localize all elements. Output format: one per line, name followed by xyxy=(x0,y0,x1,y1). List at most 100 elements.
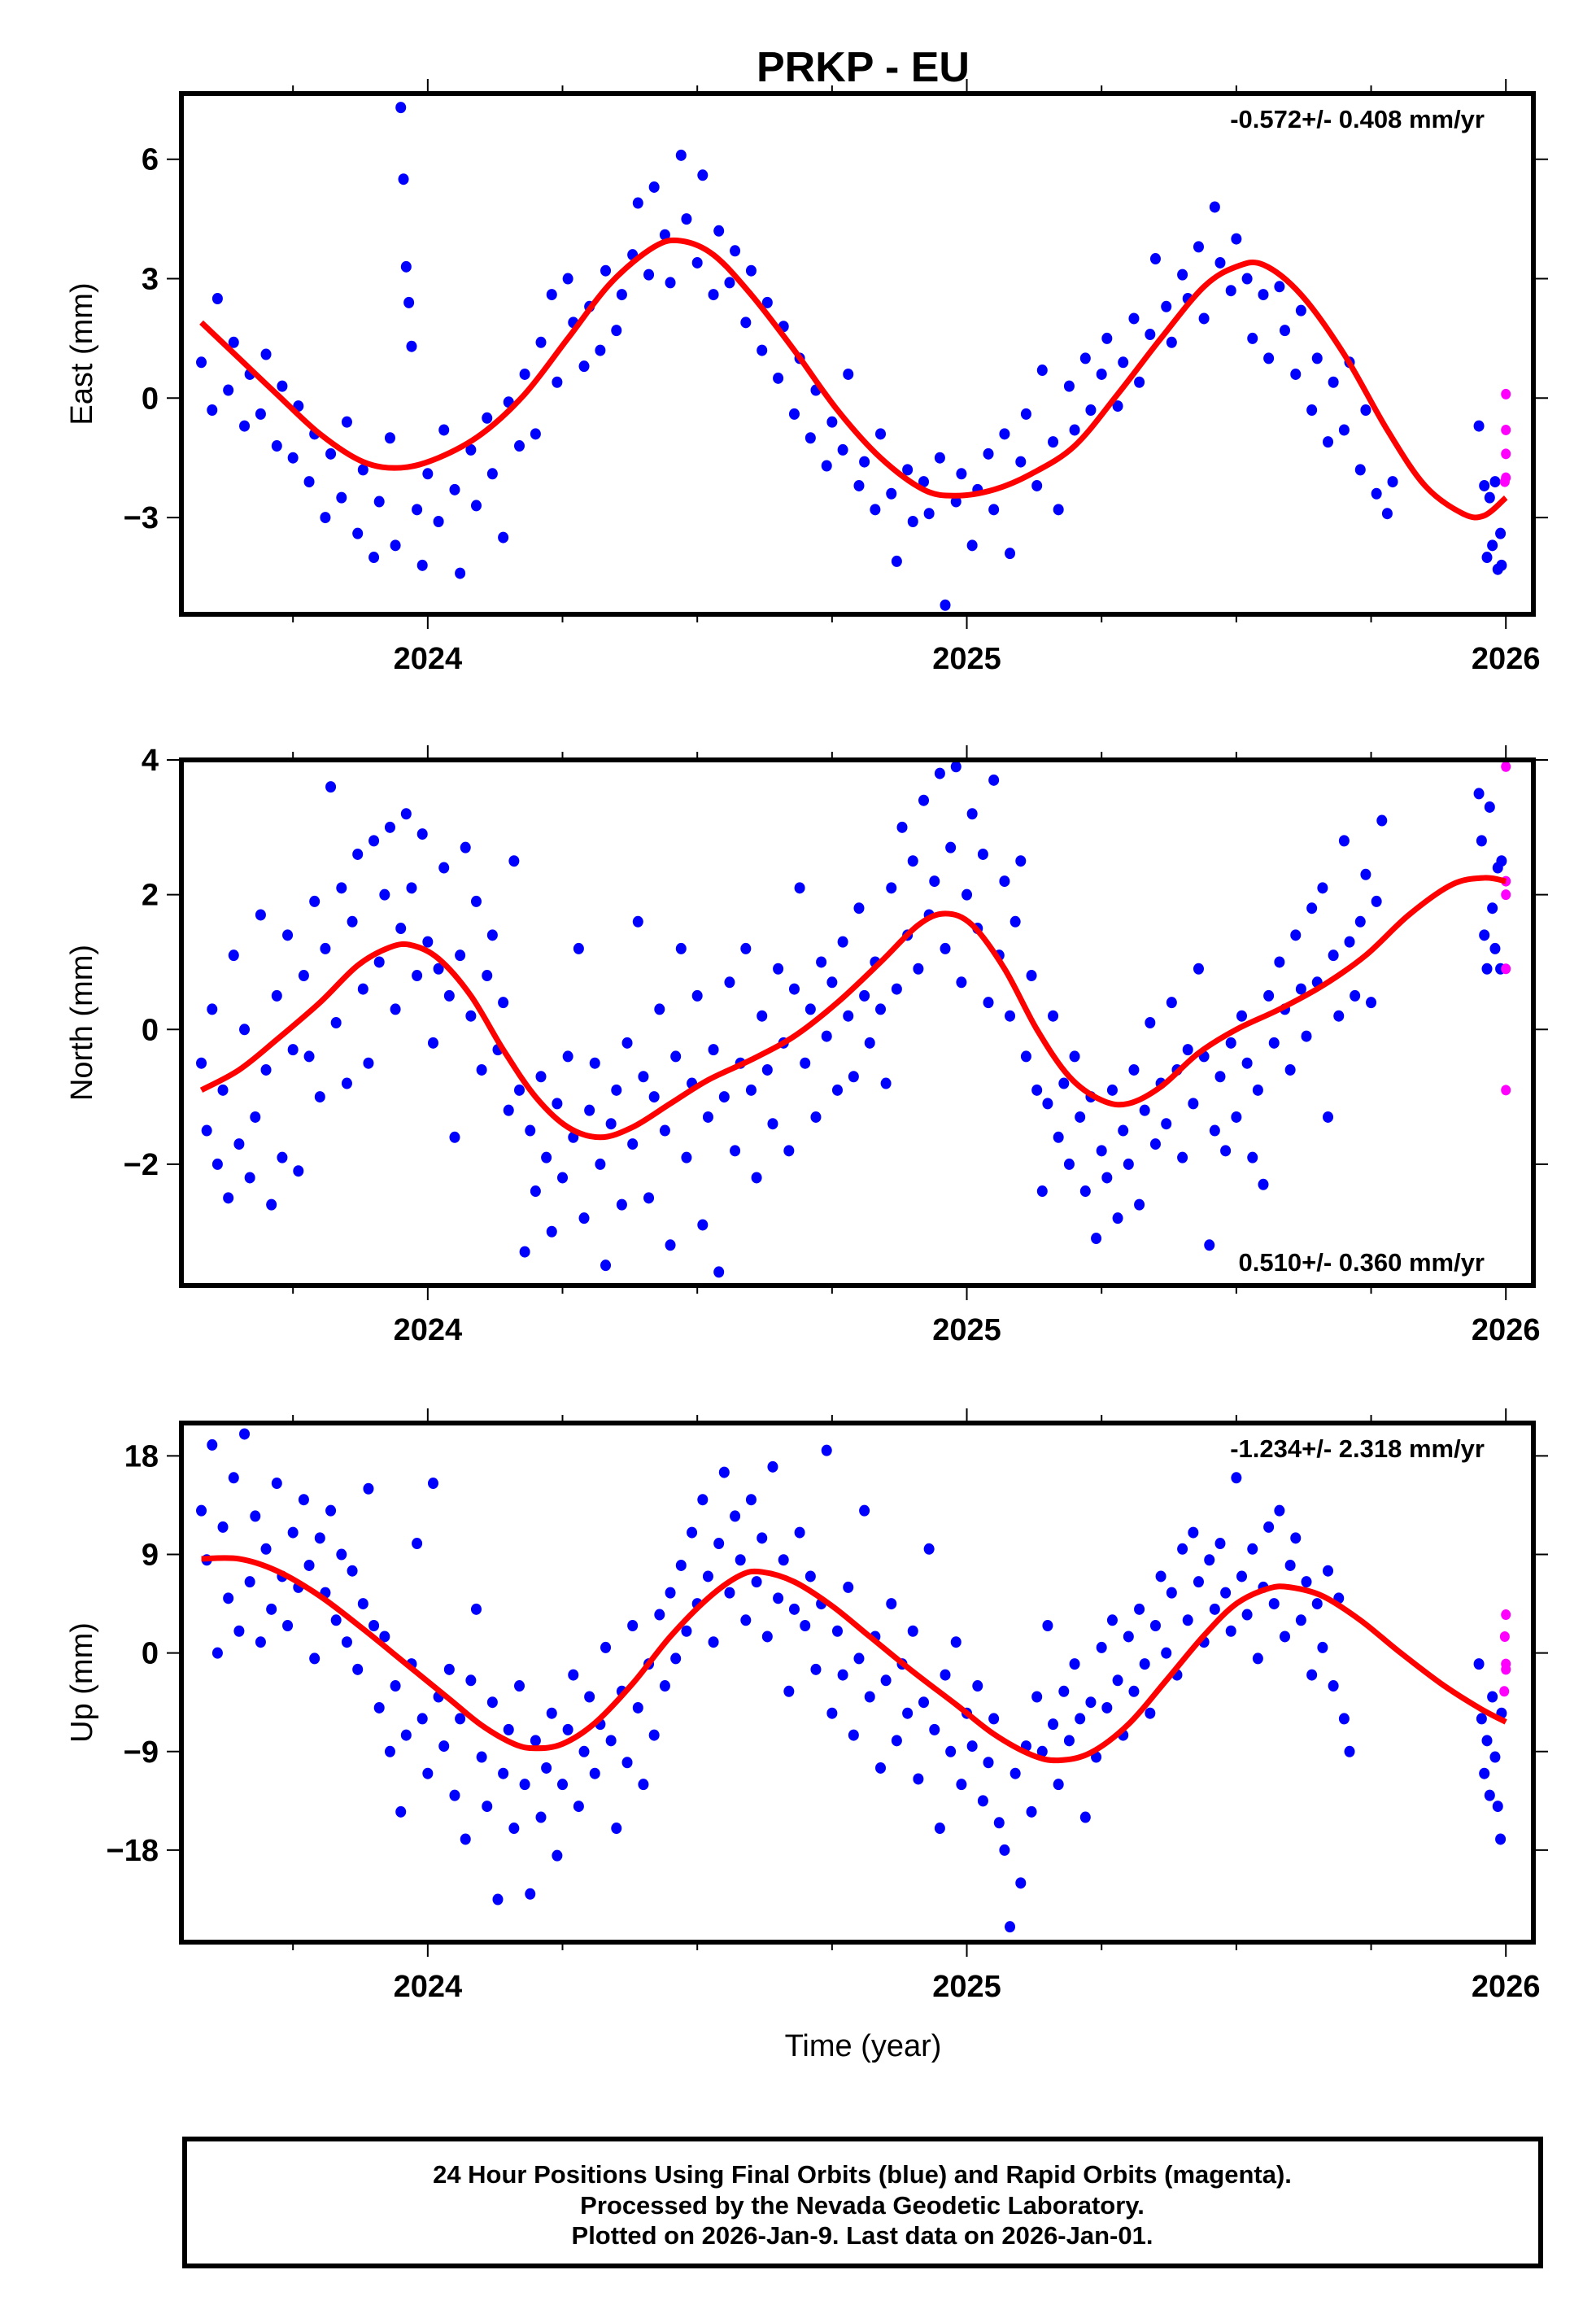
final-orbit-point xyxy=(395,923,407,935)
y-tick-label: −9 xyxy=(124,1735,159,1770)
final-orbit-point xyxy=(1350,989,1361,1002)
y-axis-label: North (mm) xyxy=(65,945,99,1101)
final-orbit-point xyxy=(1381,508,1393,520)
final-orbit-point xyxy=(1009,1767,1021,1779)
final-orbit-point xyxy=(1247,1543,1258,1555)
final-orbit-point xyxy=(999,428,1010,440)
final-orbit-point xyxy=(1026,1805,1037,1818)
y-tick-label: −3 xyxy=(124,501,159,535)
final-orbit-point xyxy=(455,950,466,962)
x-tick-label: 2025 xyxy=(932,1970,1001,2004)
final-orbit-point xyxy=(1231,233,1242,245)
final-orbit-point xyxy=(1252,1084,1263,1096)
final-orbit-point xyxy=(708,1044,719,1056)
final-orbit-point xyxy=(1366,997,1377,1009)
rapid-orbit-point xyxy=(1501,761,1511,772)
final-orbit-point xyxy=(260,1063,272,1076)
final-orbit-point xyxy=(535,1811,547,1823)
final-orbit-point xyxy=(643,268,655,281)
final-orbit-point xyxy=(277,380,288,392)
final-orbit-point xyxy=(1263,989,1275,1002)
final-orbit-point xyxy=(255,408,266,420)
final-orbit-point xyxy=(1290,1532,1302,1544)
rapid-orbit-point xyxy=(1499,1631,1510,1642)
final-orbit-point xyxy=(1091,1233,1102,1245)
final-orbit-point xyxy=(913,963,924,975)
footer-line-2: Processed by the Nevada Geodetic Laborat… xyxy=(580,2191,1145,2220)
final-orbit-point xyxy=(1214,256,1226,268)
final-orbit-point xyxy=(578,1745,590,1757)
final-orbit-point xyxy=(546,289,557,301)
final-orbit-point xyxy=(498,997,509,1009)
final-orbit-point xyxy=(718,1466,730,1478)
final-orbit-point xyxy=(1145,1707,1156,1719)
final-orbit-point xyxy=(859,456,870,468)
final-orbit-point xyxy=(228,336,239,348)
final-orbit-point xyxy=(864,1037,875,1049)
final-orbit-point xyxy=(1280,325,1291,337)
final-orbit-point xyxy=(384,821,395,833)
final-orbit-point xyxy=(934,1823,945,1835)
final-orbit-point xyxy=(260,1543,272,1555)
final-orbit-point xyxy=(1193,241,1204,253)
final-orbit-point xyxy=(455,567,466,579)
final-orbit-point xyxy=(1231,1472,1242,1484)
final-orbit-point xyxy=(573,942,584,954)
footer-frame xyxy=(182,2137,1543,2268)
final-orbit-point xyxy=(1258,1178,1269,1190)
final-orbit-point xyxy=(805,432,816,444)
final-orbit-point xyxy=(761,296,773,308)
final-orbit-point xyxy=(1258,289,1269,301)
final-orbit-point xyxy=(702,1570,713,1583)
final-orbit-point xyxy=(681,1625,692,1637)
final-orbit-point xyxy=(966,539,978,552)
final-orbit-point xyxy=(1280,1631,1291,1643)
final-orbit-point xyxy=(1063,1158,1075,1170)
final-orbit-point xyxy=(1079,1811,1091,1823)
final-orbit-point xyxy=(427,1037,438,1049)
final-orbit-point xyxy=(940,1669,951,1681)
final-orbit-point xyxy=(412,504,423,516)
final-orbit-point xyxy=(767,1460,778,1473)
final-orbit-point xyxy=(1005,548,1016,560)
final-orbit-point xyxy=(255,909,266,921)
final-orbit-point xyxy=(384,432,395,444)
x-tick-label: 2026 xyxy=(1472,1313,1541,1347)
final-orbit-point xyxy=(621,1037,633,1049)
final-orbit-point xyxy=(1338,1713,1350,1725)
final-orbit-point xyxy=(638,1779,649,1791)
final-orbit-point xyxy=(800,1057,811,1069)
final-orbit-point xyxy=(422,468,434,480)
final-orbit-point xyxy=(675,942,687,954)
final-orbit-point xyxy=(1128,1685,1140,1697)
final-orbit-point xyxy=(503,1104,514,1116)
final-orbit-point xyxy=(1048,1010,1059,1022)
final-orbit-point xyxy=(211,292,223,304)
final-orbit-point xyxy=(266,1603,277,1615)
final-orbit-point xyxy=(886,487,897,500)
final-orbit-point xyxy=(1015,855,1027,867)
final-orbit-point xyxy=(1487,1691,1498,1703)
final-orbit-point xyxy=(1069,1658,1080,1670)
final-orbit-point xyxy=(654,1003,665,1015)
final-orbit-point xyxy=(1247,1151,1258,1163)
final-orbit-point xyxy=(783,1685,795,1697)
final-orbit-point xyxy=(1145,1017,1156,1028)
final-orbit-point xyxy=(298,970,309,982)
y-tick-label: 6 xyxy=(142,143,159,177)
final-orbit-point xyxy=(600,1641,612,1653)
fit-curve xyxy=(201,1555,1507,1764)
final-orbit-point xyxy=(826,416,838,428)
final-orbit-point xyxy=(1338,424,1350,436)
final-orbit-point xyxy=(1161,300,1172,312)
final-orbit-point xyxy=(730,245,741,257)
y-axis-label: East (mm) xyxy=(65,282,99,425)
final-orbit-point xyxy=(390,1680,401,1692)
final-orbit-point xyxy=(1473,1658,1485,1670)
final-orbit-point xyxy=(945,1745,957,1757)
final-orbit-point xyxy=(1225,285,1236,297)
final-orbit-point xyxy=(891,983,902,995)
final-orbit-point xyxy=(1123,1631,1134,1643)
final-orbit-point xyxy=(1177,1543,1188,1555)
